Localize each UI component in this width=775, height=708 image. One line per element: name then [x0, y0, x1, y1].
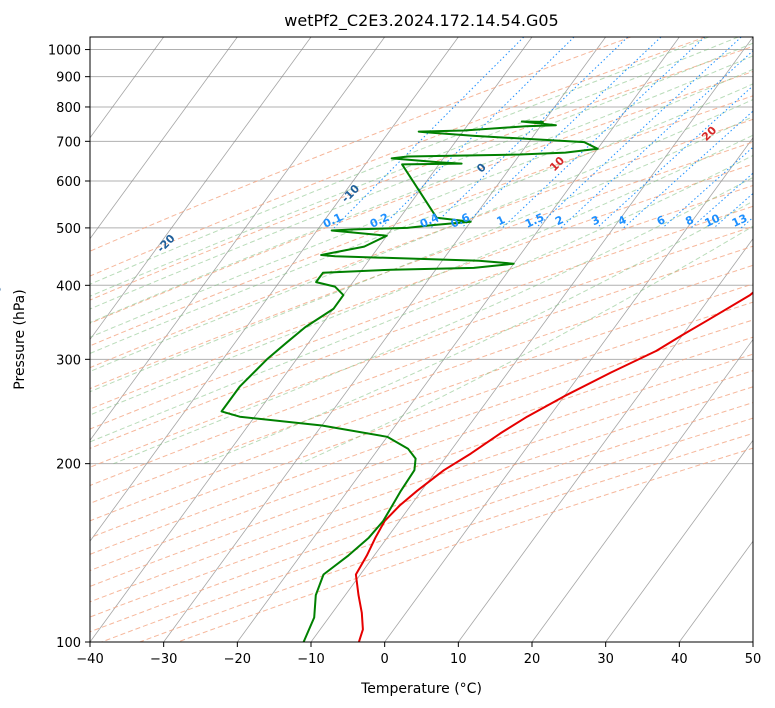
mixing-ratio-line [560, 50, 753, 229]
dry-adiabat-line [90, 70, 753, 324]
mixing-ratio-label: 8 [683, 213, 695, 228]
dry-adiabat-line [90, 118, 753, 369]
dewpoint-line [220, 120, 599, 642]
dry-adiabat-line [90, 386, 753, 618]
temperature-line [354, 291, 753, 642]
isotherm-line [90, 37, 238, 240]
mixing-ratio-label: 1 [495, 213, 507, 228]
series-lines [220, 120, 753, 642]
x-tick-label: 30 [597, 652, 614, 667]
y-tick-label: 500 [56, 222, 81, 237]
mixing-ratio-line [380, 37, 575, 229]
moist-adiabat-line [90, 116, 753, 393]
isotherm-line [605, 439, 753, 642]
y-axis-label: Pressure (hPa) [12, 289, 28, 389]
dry-adiabat-line [90, 402, 753, 633]
chart-title: wetPf2_C2E3.2024.172.14.54.G05 [284, 11, 558, 31]
y-tick-label: 600 [56, 175, 81, 190]
mixing-ratio-line [501, 37, 706, 229]
mixing-ratio-line [430, 37, 629, 229]
y-axis: 100 200 300 400 500 600 700 800 900 1000 [48, 44, 90, 651]
dry-adiabat-line [90, 353, 753, 587]
dry-adiabat-label: -10 [339, 182, 362, 205]
mixing-ratio-line [623, 110, 753, 229]
y-tick-label: 200 [56, 458, 81, 473]
y-tick-label: 700 [56, 135, 81, 150]
x-axis-label: Temperature (°C) [360, 681, 482, 697]
dry-adiabat-label: -20 [154, 232, 177, 255]
dry-adiabat-line [90, 37, 631, 252]
moist-adiabat-line [299, 225, 753, 465]
moist-adiabat-line [90, 154, 753, 443]
y-tick-label: 100 [56, 636, 81, 651]
x-tick-label: 40 [671, 652, 688, 667]
dry-adiabat-line [90, 45, 753, 301]
dry-adiabat-line [90, 225, 753, 468]
mixing-ratio-label: 13 [730, 212, 749, 230]
isotherm-line [90, 37, 533, 642]
mixing-ratio-line [690, 172, 753, 229]
dry-adiabat-line [90, 245, 753, 487]
x-tick-label: −10 [297, 652, 324, 667]
plot-frame [89, 36, 754, 643]
dry-adiabat-label: 20 [699, 123, 719, 143]
isotherm-line [384, 137, 753, 642]
x-tick-label: −20 [224, 652, 251, 667]
mixing-ratio-line [713, 192, 753, 229]
isotherm-line [752, 641, 753, 642]
isotherm-line [458, 237, 753, 642]
dry-adiabat-line [90, 184, 753, 430]
dry-adiabat-line [90, 163, 753, 410]
y-tick-label: 800 [56, 101, 81, 116]
isotherm-line [237, 37, 680, 642]
mixing-ratio-label: 6 [655, 213, 668, 228]
y-tick-label: 900 [56, 71, 81, 86]
y-tick-label: 400 [56, 279, 81, 294]
mixing-ratio-line [763, 37, 775, 228]
dry-adiabat-line [90, 301, 753, 539]
moist-adiabat-line [90, 68, 753, 338]
x-tick-label: 20 [524, 652, 541, 667]
dry-adiabat-line [90, 319, 753, 555]
mixing-ratio-line [461, 37, 662, 229]
moist-adiabat-line [90, 37, 739, 297]
moist-adiabat-line [90, 134, 753, 416]
dry-adiabat-line [90, 336, 753, 572]
dry-adiabat-line [90, 95, 753, 347]
mixing-ratio-label: 3 [589, 213, 601, 228]
mixing-ratio-label: 4 [616, 213, 629, 228]
y-tick-label: 300 [56, 353, 81, 368]
isotherm-line [163, 37, 606, 642]
x-tick-label: −40 [76, 652, 103, 667]
x-tick-label: 0 [381, 652, 389, 667]
x-axis: −40 −30 −20 −10 0 10 20 30 40 50 [76, 642, 761, 667]
mixing-ratio-line [596, 85, 753, 229]
dry-adiabat-line [90, 283, 753, 522]
dry-adiabat-label: 10 [547, 154, 567, 174]
isotherm-line [90, 37, 385, 442]
mixing-ratio-line [535, 37, 742, 229]
isotherm-line [90, 37, 312, 341]
moist-adiabat-line [90, 83, 753, 355]
x-tick-label: 10 [450, 652, 467, 667]
dry-adiabat-line [90, 370, 753, 603]
moist-adiabat-line [90, 42, 753, 310]
x-tick-label: 50 [745, 652, 762, 667]
background-lines [90, 37, 775, 642]
dry-adiabat-line [90, 37, 706, 277]
dry-adiabat-line [90, 141, 753, 390]
y-tick-label: 1000 [48, 44, 81, 59]
mixing-ratio-label: 10 [703, 211, 723, 229]
x-tick-label: −30 [150, 652, 177, 667]
mixing-ratio-line [333, 37, 525, 229]
isotherm-line [531, 338, 753, 642]
moist-adiabat-line [113, 176, 753, 465]
dry-adiabat-line [90, 264, 753, 504]
dry-adiabat-label: -30 [0, 281, 5, 304]
moist-adiabat-line [90, 55, 753, 324]
moist-adiabat-line [203, 200, 753, 465]
dry-adiabat-line [90, 205, 753, 449]
